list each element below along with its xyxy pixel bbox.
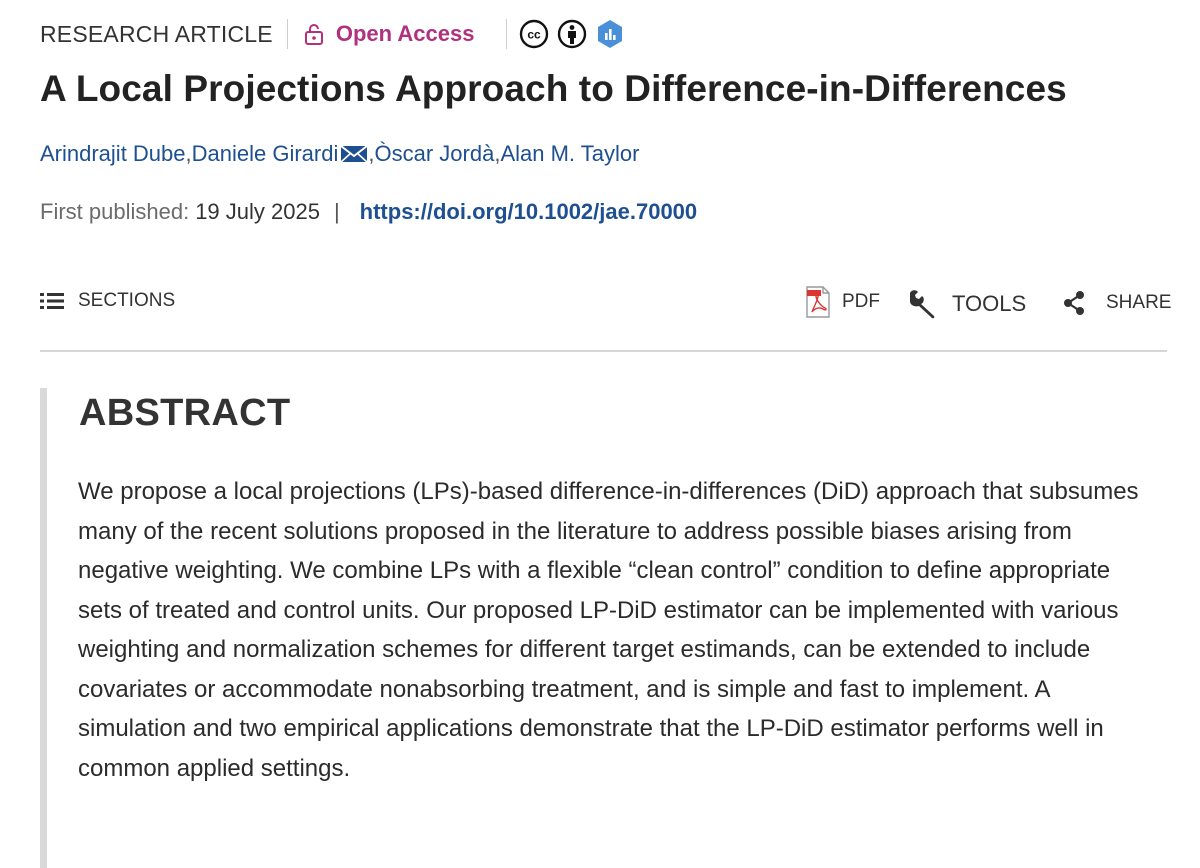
pdf-label: PDF xyxy=(842,291,880,312)
article-meta-bar: RESEARCH ARTICLE Open Access cc xyxy=(40,14,625,54)
author-separator: , xyxy=(185,141,192,166)
author-link[interactable]: Arindrajit Dube xyxy=(40,141,186,166)
sections-button[interactable]: SECTIONS xyxy=(40,290,175,312)
sections-label: SECTIONS xyxy=(78,290,176,311)
share-icon xyxy=(1064,291,1084,315)
author-link[interactable]: Alan M. Taylor xyxy=(500,141,640,166)
svg-text:cc: cc xyxy=(528,28,542,42)
creative-commons-icon[interactable]: cc xyxy=(519,19,549,49)
author-link[interactable]: Daniele Girardi xyxy=(191,141,339,166)
pdf-file-icon xyxy=(806,286,830,318)
pdf-button[interactable]: PDF xyxy=(806,286,880,318)
pipe-separator: | xyxy=(333,199,340,224)
open-access-badge[interactable]: Open Access xyxy=(304,21,475,47)
article-type-label: RESEARCH ARTICLE xyxy=(40,20,273,47)
article-title: A Local Projections Approach to Differen… xyxy=(40,68,1067,109)
list-icon xyxy=(40,293,64,309)
abstract-section: ABSTRACT We propose a local projections … xyxy=(40,388,1187,868)
divider xyxy=(286,19,288,49)
attribution-icon[interactable] xyxy=(557,19,587,49)
license-badges: cc xyxy=(519,19,625,49)
author-separator: , xyxy=(368,141,375,166)
author-separator: , xyxy=(494,141,501,166)
open-access-label: Open Access xyxy=(335,21,475,46)
abstract-heading: ABSTRACT xyxy=(79,392,291,434)
author-list: Arindrajit Dube, Daniele Girardi , Òscar… xyxy=(40,141,639,167)
divider xyxy=(506,19,508,49)
envelope-icon[interactable] xyxy=(340,144,368,164)
wrench-icon xyxy=(910,290,935,319)
article-toolbar: SECTIONS PDF TOOLS SHARE xyxy=(40,286,1171,326)
published-date: 19 July 2025 xyxy=(195,199,320,224)
altmetric-icon[interactable] xyxy=(595,19,625,49)
doi-link[interactable]: https://doi.org/10.1002/jae.70000 xyxy=(359,199,698,224)
publication-info: First published: 19 July 2025 | https://… xyxy=(40,199,697,225)
abstract-body: We propose a local projections (LPs)-bas… xyxy=(78,478,1139,782)
author-link[interactable]: Òscar Jordà xyxy=(374,141,495,166)
share-label: SHARE xyxy=(1106,292,1172,313)
tools-label: TOOLS xyxy=(952,291,1027,316)
lock-icon xyxy=(304,24,323,45)
share-button[interactable]: SHARE xyxy=(1062,290,1171,316)
toolbar-divider xyxy=(40,350,1167,352)
published-label: First published: xyxy=(40,199,190,224)
tools-button[interactable]: TOOLS xyxy=(906,288,1026,320)
